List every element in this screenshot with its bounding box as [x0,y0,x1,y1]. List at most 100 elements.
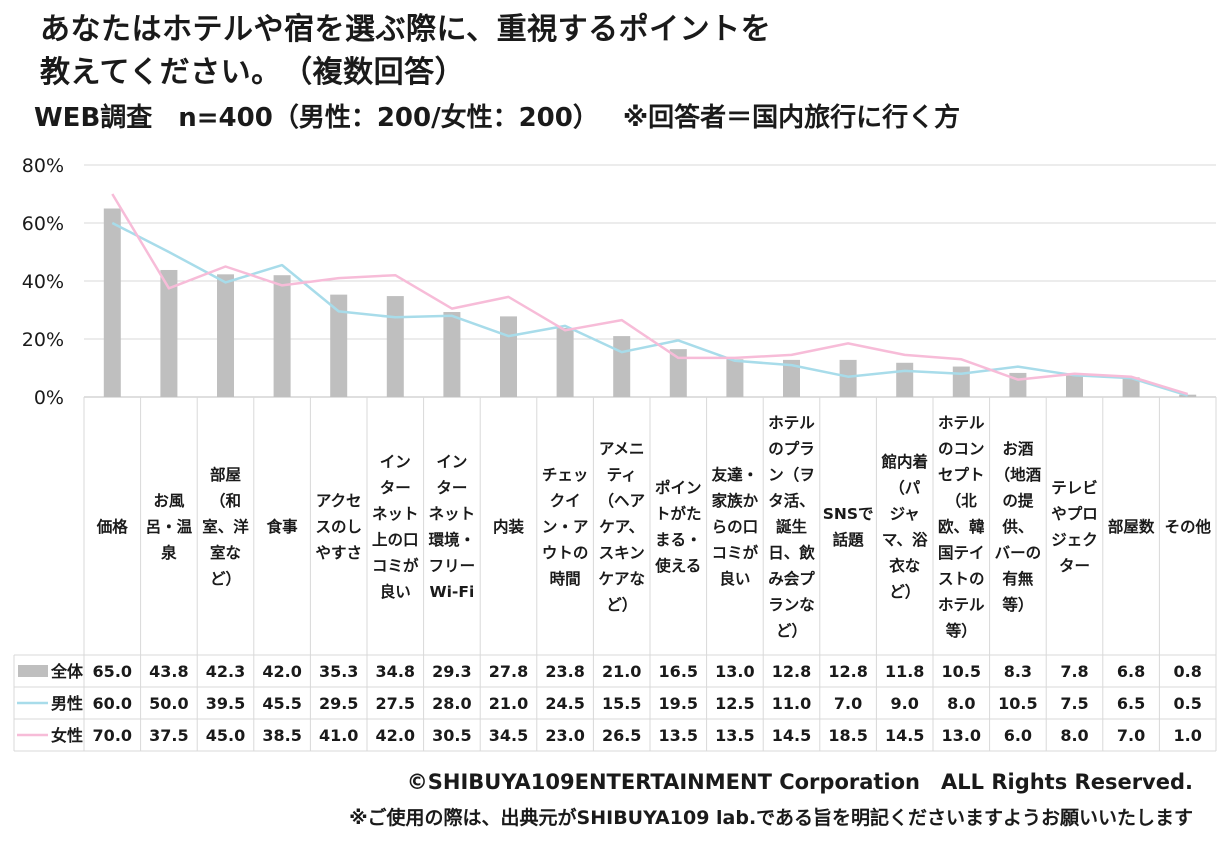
bar [726,359,744,397]
bar [896,362,914,397]
survey-info: WEB調査 n=400（男性：200/女性：200） [34,103,599,133]
legend-label: 女性 [51,726,83,745]
table-value: 30.5 [432,726,471,745]
chart-subtitle: WEB調査 n=400（男性：200/女性：200） ※回答者＝国内旅行に行く方 [34,102,1134,134]
title-line-1: あなたはホテルや宿を選ぶ際に、重視するポイントを [40,12,772,47]
table-value: 14.5 [885,726,924,745]
table-value: 7.0 [834,694,862,713]
table-value: 10.5 [942,662,981,681]
bar [1066,374,1083,397]
grid-lines [84,164,1216,340]
legend-label: 全体 [50,662,84,681]
table-value: 19.5 [659,694,698,713]
table-value: 45.0 [206,726,245,745]
bar [783,359,800,397]
series-line-male [111,221,1189,397]
table-value: 42.0 [376,726,415,745]
bar [217,274,234,397]
bar [952,366,970,397]
bar [273,275,291,397]
y-tick-label: 20% [22,329,64,351]
category-label: 館内着（パジャマ、浴衣など） [881,452,928,601]
table-value: 28.0 [432,694,471,713]
table-value: 0.8 [1174,662,1202,681]
table-value: 38.5 [262,726,301,745]
table-value: 9.0 [891,694,919,713]
bar [330,294,348,397]
table-value: 29.5 [319,694,358,713]
chart-title: あなたはホテルや宿を選ぶ際に、重視するポイントを 教えてください。 （複数回答） [40,8,1040,94]
table-value: 37.5 [149,726,188,745]
table-value: 34.8 [376,662,415,681]
category-label: 内装 [493,517,525,536]
table-value: 6.5 [1117,694,1145,713]
table-value: 10.5 [998,694,1037,713]
bar [386,296,404,397]
respondent-note: ※回答者＝国内旅行に行く方 [622,103,961,133]
category-label: インターネット環境・フリー Wi-Fi [429,453,476,601]
table-value: 12.8 [772,662,811,681]
table-value: 45.5 [262,694,301,713]
table-value: 14.5 [772,726,811,745]
table-value: 7.8 [1060,662,1088,681]
bar [839,359,857,397]
category-label: ポイントがたまる・使える [654,478,701,575]
table-value: 50.0 [149,694,188,713]
y-tick-label: 0% [34,387,64,409]
category-label: 友達・家族からの口コミが良い [712,465,759,588]
usage-note: ※ご使用の際は、出典元がSHIBUYA109 lab.である旨を明記くださいます… [349,807,1193,829]
table-value: 13.0 [942,726,981,745]
category-label: 価格 [96,517,129,536]
table-value: 13.0 [715,662,754,681]
category-label: テレビやプロジェクター [1051,479,1098,575]
table-value: 27.5 [376,694,415,713]
table-value: 13.5 [715,726,754,745]
category-label: チェックイン・アウトの時間 [542,466,589,588]
table-value: 41.0 [319,726,358,745]
table-value: 15.5 [602,694,641,713]
bar [556,327,574,397]
table-value: 42.3 [206,662,245,681]
title-line-2: 教えてください。 （複数回答） [40,55,466,90]
bar [500,316,517,397]
category-label: SNSで話題 [823,505,874,549]
table-value: 23.8 [545,662,584,681]
table-value: 16.5 [659,662,698,681]
table-value: 8.0 [947,694,975,713]
table-value: 7.0 [1117,726,1145,745]
table-value: 60.0 [93,694,132,713]
table-value: 34.5 [489,726,528,745]
bar [1122,377,1140,397]
table-value: 18.5 [828,726,867,745]
category-label: お酒（地酒の提供、バーの有無等） [995,440,1042,614]
table-value: 29.3 [432,662,471,681]
bar [613,336,631,397]
bar [1179,394,1197,397]
table-value: 21.0 [602,662,641,681]
table-value: 12.5 [715,694,754,713]
table-value: 65.0 [93,662,132,681]
y-tick-label: 60% [22,213,64,235]
y-tick-label: 40% [22,271,64,293]
category-label: ホテルのコンセプト（北欧、韓国テイストのホテル等） [938,414,985,640]
y-axis-ticks: 80% 60% 40% 20% 0% [22,155,64,409]
category-label: 食事 [266,517,299,536]
table-value: 7.5 [1060,694,1088,713]
table-value: 6.8 [1117,662,1145,681]
table-value: 26.5 [602,726,641,745]
bar [103,208,121,397]
table-value: 23.0 [545,726,584,745]
bar-series-all [103,208,1197,397]
table-value: 24.5 [545,694,584,713]
series-line-female [111,193,1189,396]
category-label: お風呂・温泉 [146,492,193,562]
bar [160,269,178,397]
table-value: 8.3 [1004,662,1032,681]
table-value: 11.8 [885,662,924,681]
bar [443,312,461,397]
table-value: 1.0 [1174,726,1202,745]
table-value: 21.0 [489,694,528,713]
category-label: ホテルのプラン（ヲタ活、誕生日、飲み会プランなど） [768,414,815,640]
